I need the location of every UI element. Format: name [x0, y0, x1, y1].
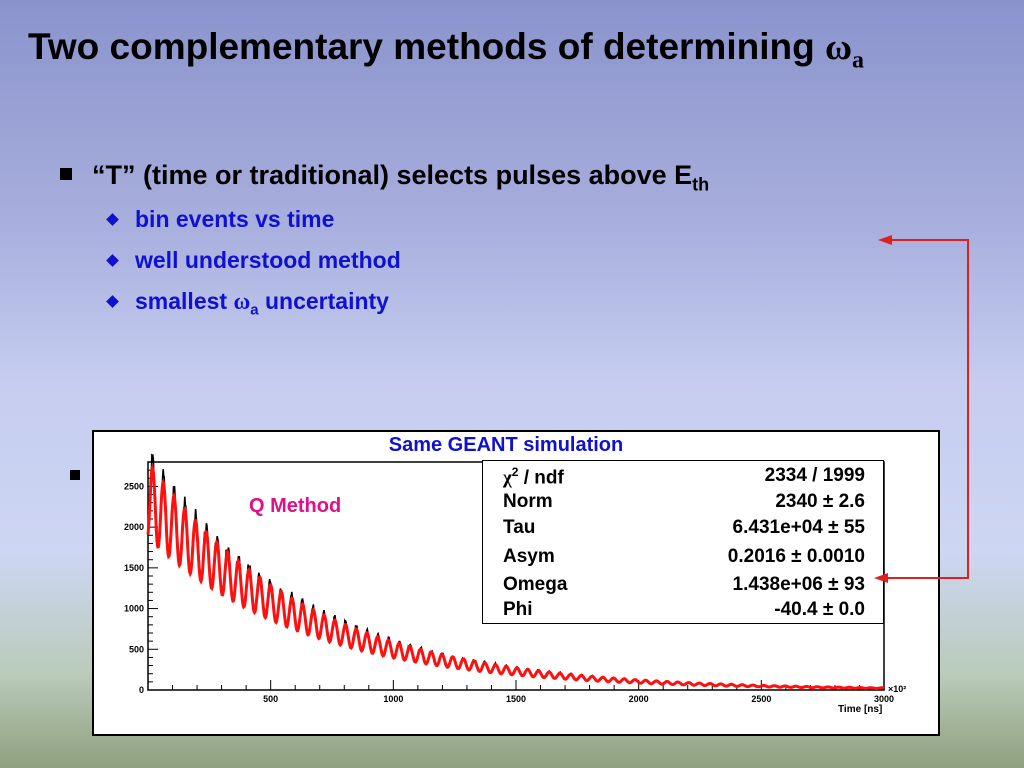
diamond-bullet-icon [106, 254, 119, 267]
bullet-main: “T” (time or traditional) selects pulses… [60, 160, 709, 195]
chart-title: Same GEANT simulation [388, 434, 624, 456]
y-tick-label: 1000 [124, 604, 144, 614]
x-tick-label: 1500 [506, 694, 526, 704]
arrowhead-icon [878, 235, 892, 245]
slide-title: Two complementary methods of determining… [28, 26, 865, 74]
x-axis: 500 1000 1500 2000 2500 3000 [172, 680, 894, 704]
sub-bullet-bin-events: bin events vs time [106, 206, 334, 233]
x-tick-label: 3000 [874, 694, 894, 704]
sub-bullet-well-understood: well understood method [106, 247, 401, 274]
square-bullet-icon [70, 470, 80, 480]
x-multiplier: ×10² [888, 684, 906, 694]
y-tick-label: 500 [129, 644, 144, 654]
y-tick-label: 1500 [124, 563, 144, 573]
omega-symbol: ω [824, 27, 853, 68]
y-axis: 0 500 1000 1500 2000 2500 [124, 469, 158, 695]
sub-bullet-smallest-uncertainty: smallest ωa uncertainty [106, 288, 389, 319]
x-tick-label: 2500 [751, 694, 771, 704]
y-tick-label: 2000 [124, 522, 144, 532]
x-tick-label: 500 [263, 694, 278, 704]
y-tick-label: 2500 [124, 481, 144, 491]
y-tick-label: 0 [139, 685, 144, 695]
title-subscript: a [852, 47, 865, 74]
diamond-bullet-icon [106, 295, 119, 308]
diamond-bullet-icon [106, 213, 119, 226]
square-bullet-icon [60, 167, 72, 180]
fit-stats-box: χ2 / ndf 2334 / 1999 Norm 2340 ± 2.6 Tau 6.… [482, 460, 884, 624]
fit-curve [146, 463, 885, 690]
x-tick-label: 1000 [383, 694, 403, 704]
x-axis-label: Time [ns] [838, 704, 882, 715]
q-method-annotation: Q Method [249, 495, 341, 517]
x-tick-label: 2000 [629, 694, 649, 704]
